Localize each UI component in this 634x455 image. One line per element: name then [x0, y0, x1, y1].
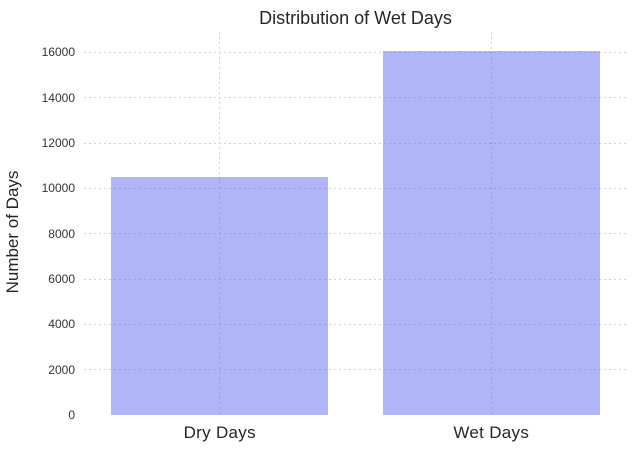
y-tick-label: 14000	[41, 90, 75, 105]
bar	[382, 51, 600, 415]
y-tick-label: 4000	[48, 317, 75, 332]
bar	[111, 177, 329, 415]
h-gridline	[84, 142, 627, 144]
h-gridline	[84, 278, 627, 280]
h-gridline	[84, 51, 627, 53]
y-tick-label: 2000	[48, 362, 75, 377]
x-tick-label: Wet Days	[453, 423, 530, 442]
h-gridline	[84, 187, 627, 189]
chart-title: Distribution of Wet Days	[259, 8, 452, 28]
y-tick-label: 12000	[41, 136, 75, 151]
x-tick-label: Dry Days	[183, 423, 256, 442]
y-tick-label: 16000	[41, 45, 75, 60]
h-gridline	[84, 97, 627, 99]
h-gridline	[84, 369, 627, 371]
y-tick-label: 6000	[48, 272, 75, 287]
plot-area	[84, 32, 627, 415]
y-tick-label: 0	[68, 408, 75, 422]
y-tick-label: 10000	[41, 181, 75, 196]
h-gridline	[84, 323, 627, 325]
y-tick-label: 8000	[48, 226, 75, 241]
h-gridline	[84, 233, 627, 235]
